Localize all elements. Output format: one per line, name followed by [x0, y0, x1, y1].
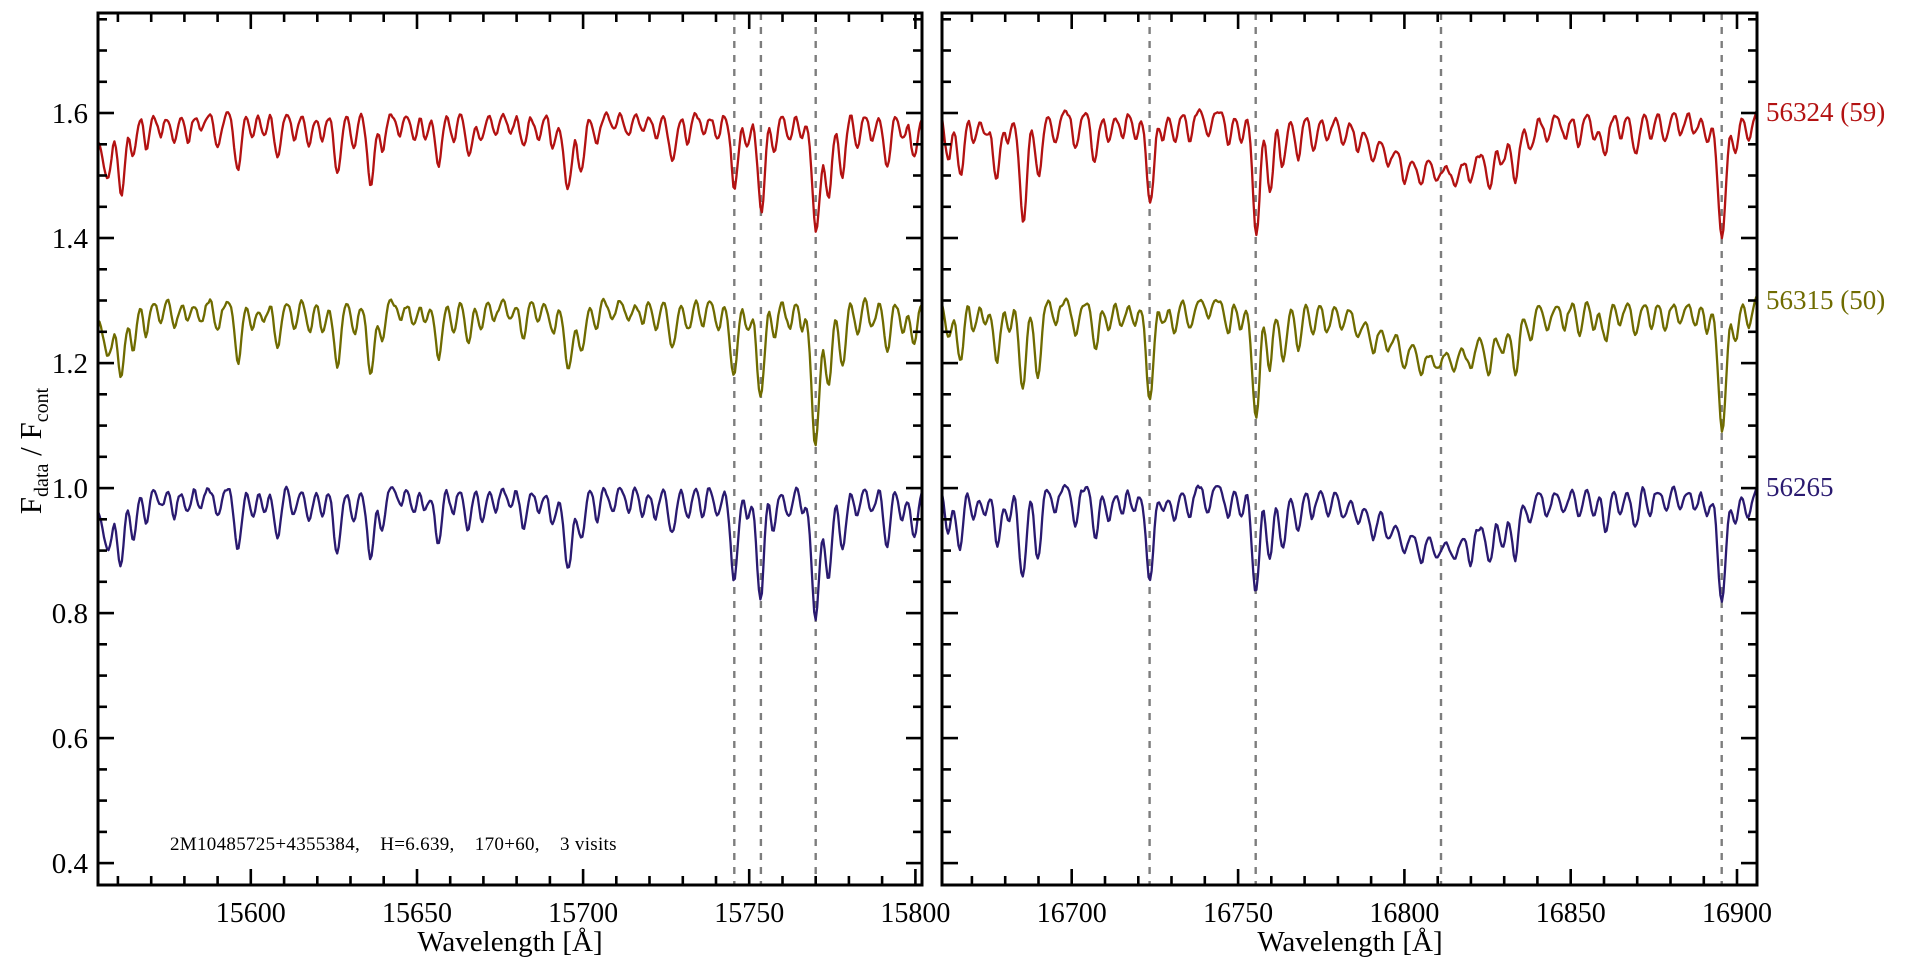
panel-border-left [96, 11, 924, 887]
spectrum-56324-left-panel [96, 111, 923, 233]
y-tick-label: 1.2 [52, 348, 88, 380]
x-tick-label: 15700 [548, 898, 618, 929]
y-title-sub1: data [31, 463, 54, 497]
y-title-f1: F [13, 496, 48, 515]
spectrum-56315-left-panel [96, 297, 923, 447]
x-tick-label: 16850 [1536, 898, 1606, 929]
x-tick-label: 16750 [1203, 898, 1273, 929]
y-tick-label: 0.6 [52, 723, 88, 755]
x-tick-label: 16800 [1369, 898, 1439, 929]
x-axis-title-left: Wavelength [Å] [417, 926, 603, 958]
series-label-56265: 56265 [1766, 472, 1834, 503]
y-title-sub2: cont [31, 387, 54, 423]
x-axis-title-right: Wavelength [Å] [1257, 926, 1443, 958]
x-tick-label: 15650 [382, 898, 452, 929]
y-tick-label: 0.8 [52, 598, 88, 630]
y-axis-title: Fdata / Fcont [13, 281, 55, 621]
x-tick-label: 16900 [1702, 898, 1772, 929]
x-tick-label: 15800 [880, 898, 950, 929]
panel-border-right [940, 11, 1759, 887]
y-tick-label: 1.0 [52, 473, 88, 505]
spectrum-56324-right-panel [940, 108, 1758, 240]
x-tick-label: 16700 [1037, 898, 1107, 929]
series-label-56315: 56315 (50) [1766, 284, 1886, 315]
spectrum-56265-right-panel [940, 483, 1758, 603]
y-tick-label: 1.6 [52, 98, 88, 130]
y-title-f2: / F [13, 422, 48, 464]
series-label-56324: 56324 (59) [1766, 97, 1886, 127]
x-tick-label: 15750 [714, 898, 784, 929]
target-info-annotation: 2M10485725+4355384, H=6.639, 170+60, 3 v… [170, 834, 617, 855]
x-tick-label: 15600 [216, 898, 286, 929]
y-tick-label: 1.4 [52, 223, 89, 255]
spectrum-56265-left-panel [96, 485, 923, 622]
y-tick-label: 0.4 [52, 848, 89, 880]
spectrum-56315-right-panel [940, 295, 1758, 433]
